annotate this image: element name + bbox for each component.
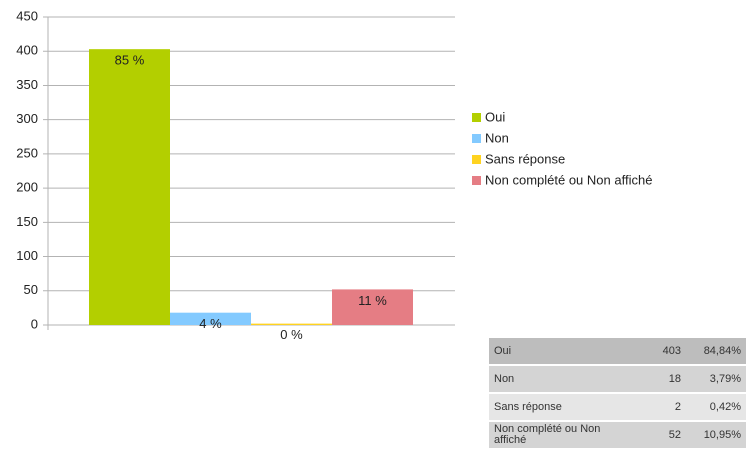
y-tick-label: 350 <box>16 77 38 92</box>
y-tick-label: 200 <box>16 180 38 195</box>
table-row: Non complété ou Non affiché 52 10,95% <box>489 422 746 448</box>
y-tick-label: 300 <box>16 111 38 126</box>
table-cell: 0,42% <box>686 394 746 420</box>
bar <box>251 323 332 325</box>
bar <box>89 49 170 326</box>
legend-swatch <box>472 113 481 122</box>
legend-swatch <box>472 176 481 185</box>
data-label: 85 % <box>115 53 145 68</box>
table-cell: 403 <box>617 338 686 364</box>
table-cell: Non <box>489 366 617 392</box>
legend-label: Oui <box>485 109 505 124</box>
table-cell: 3,79% <box>686 366 746 392</box>
table-row: Oui 403 84,84% <box>489 338 746 364</box>
legend-label: Sans réponse <box>485 151 565 166</box>
table-cell: 52 <box>617 422 686 448</box>
data-label: 4 % <box>199 316 222 331</box>
legend-swatch <box>472 134 481 143</box>
bar <box>170 312 251 325</box>
bar <box>332 289 413 325</box>
data-label: 11 % <box>358 293 387 308</box>
table-cell: Sans réponse <box>489 394 617 420</box>
y-tick-label: 400 <box>16 43 38 58</box>
table-row: Sans réponse 2 0,42% <box>489 394 746 420</box>
table-row: Non 18 3,79% <box>489 366 746 392</box>
legend-label: Non <box>485 130 509 145</box>
data-label: 0 % <box>280 327 303 342</box>
y-tick-label: 450 <box>16 8 38 23</box>
data-table: Oui 403 84,84% Non 18 3,79% Sans réponse 2 0,42%… <box>489 336 746 450</box>
table-cell: Non complété ou Non affiché <box>489 422 617 448</box>
y-tick-label: 50 <box>24 282 38 297</box>
table-cell: 2 <box>617 394 686 420</box>
y-tick-label: 100 <box>16 248 38 263</box>
y-tick-label: 250 <box>16 145 38 160</box>
y-tick-label: 0 <box>31 316 38 331</box>
table-cell: Oui <box>489 338 617 364</box>
table-cell: 84,84% <box>686 338 746 364</box>
legend-label: Non complété ou Non affiché <box>485 172 652 187</box>
table-cell: 18 <box>617 366 686 392</box>
legend-swatch <box>472 155 481 164</box>
y-tick-label: 150 <box>16 214 38 229</box>
table-cell: 10,95% <box>686 422 746 448</box>
